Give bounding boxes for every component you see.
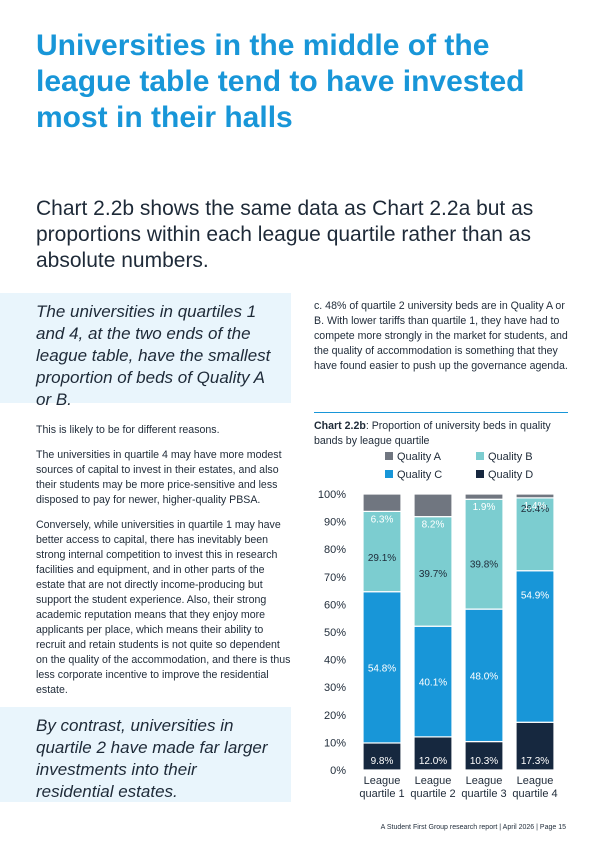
x-tick-label: quartile 2 — [410, 788, 455, 800]
bar-segment — [515, 570, 555, 723]
bar-segment — [464, 740, 504, 771]
bar-segment — [464, 493, 504, 500]
data-label: 48.0% — [470, 671, 498, 682]
y-tick-label: 10% — [324, 737, 346, 749]
data-label: 40.1% — [419, 678, 447, 689]
data-label: 29.1% — [368, 553, 396, 564]
body-paragraph: The universities in quartile 4 may have … — [36, 449, 282, 506]
pullquote-top: The universities in quartiles 1 and 4, a… — [0, 293, 291, 409]
data-label: 17.3% — [521, 756, 549, 767]
x-tick-label: quartile 4 — [512, 788, 557, 800]
legend-swatch — [476, 452, 484, 460]
data-label: 6.3% — [371, 514, 394, 525]
data-label: 54.9% — [521, 591, 549, 602]
y-tick-label: 70% — [324, 572, 346, 584]
bar-segment — [362, 742, 402, 771]
data-label: 10.3% — [470, 756, 498, 767]
stacked-bar-chart: 0% 10% 20% 30% 40% 50% 60% 70% 80% 90% 100% Quality… — [318, 451, 558, 800]
data-label: 39.7% — [419, 569, 447, 580]
x-tick-label: League — [364, 775, 401, 787]
chart-caption-label: Chart 2.2b — [314, 420, 366, 432]
x-tick-label: League — [466, 775, 503, 787]
y-tick-label: 100% — [318, 489, 346, 501]
legend-swatch — [385, 470, 393, 478]
body-column: This is likely to be for different reaso… — [36, 423, 291, 708]
x-tick-label: quartile 1 — [359, 788, 404, 800]
data-label: 39.8% — [470, 559, 498, 570]
data-label: 1.9% — [473, 502, 496, 513]
legend-label: Quality C — [397, 469, 442, 481]
bar-segment — [464, 498, 504, 610]
x-tick-label: quartile 3 — [461, 788, 506, 800]
intro-text: Chart 2.2b shows the same data as Chart … — [36, 197, 534, 272]
data-label: 54.8% — [368, 663, 396, 674]
page-title: Universities in the middle of the league… — [36, 29, 525, 134]
y-tick-label: 0% — [330, 765, 346, 777]
bar-segment — [515, 493, 555, 499]
y-tick-label: 60% — [324, 599, 346, 611]
bar-segment — [362, 510, 402, 593]
body-paragraph: This is likely to be for different reaso… — [36, 424, 220, 436]
right-paragraph: c. 48% of quartile 2 university beds are… — [314, 300, 568, 372]
data-label: 26.4% — [521, 504, 549, 515]
data-label: 8.2% — [422, 520, 445, 531]
x-tick-label: League — [517, 775, 554, 787]
y-tick-label: 80% — [324, 544, 346, 556]
data-label: 12.0% — [419, 756, 447, 767]
chart-caption: Chart 2.2b: Proportion of university bed… — [314, 419, 568, 449]
bar-segment — [515, 721, 555, 771]
legend-swatch — [385, 452, 393, 460]
legend-label: Quality B — [488, 451, 533, 463]
y-tick-label: 40% — [324, 655, 346, 667]
bar-segment — [464, 608, 504, 743]
chart-caption-text: : Proportion of university beds in quali… — [314, 420, 551, 447]
bar-segment — [413, 493, 453, 518]
data-label: 1.4% — [524, 501, 547, 512]
bar-segment — [362, 493, 402, 512]
legend-swatch — [476, 470, 484, 478]
body-paragraph: Conversely, while universities in quarti… — [36, 519, 291, 696]
x-tick-label: League — [415, 775, 452, 787]
legend-label: Quality D — [488, 469, 533, 481]
data-label: 9.8% — [371, 756, 394, 767]
page-footer: A Student First Group research report | … — [380, 824, 566, 831]
pullquote-bottom: By contrast, universities in quartile 2 … — [0, 707, 291, 802]
legend-label: Quality A — [397, 451, 442, 463]
y-tick-label: 30% — [324, 682, 346, 694]
y-tick-label: 20% — [324, 710, 346, 722]
divider-rule — [314, 412, 568, 413]
y-tick-label: 50% — [324, 627, 346, 639]
y-tick-label: 90% — [324, 517, 346, 529]
bar-segment — [362, 591, 402, 744]
